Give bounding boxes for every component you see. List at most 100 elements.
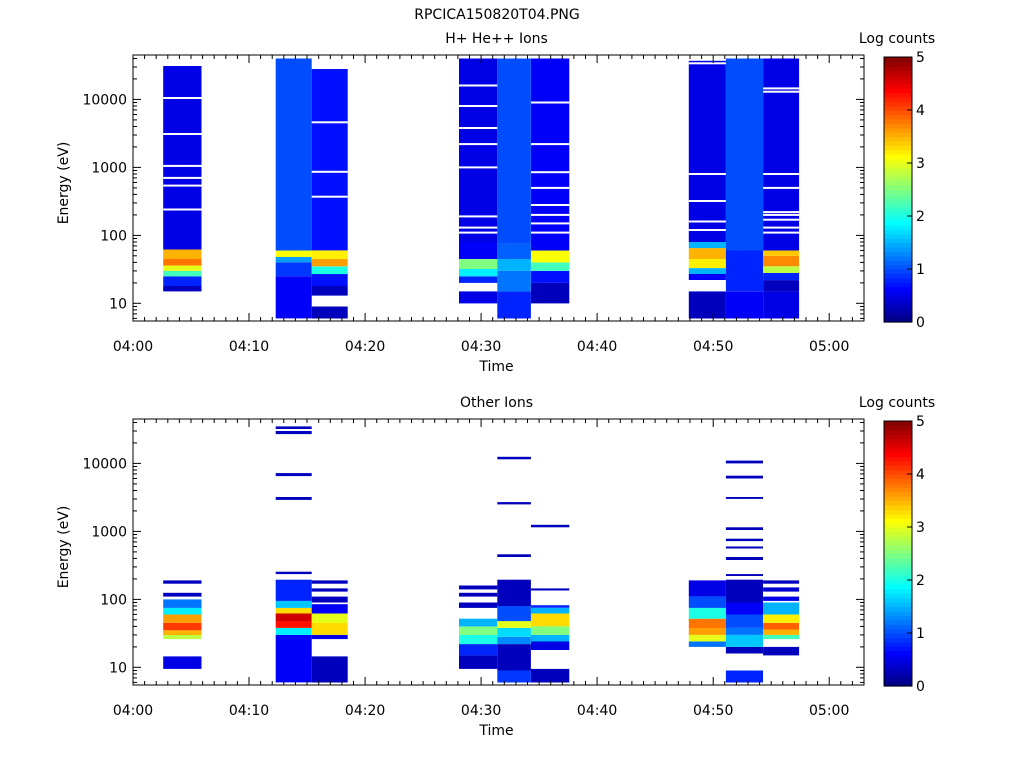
- colorbar-segment: [884, 496, 912, 502]
- spectrogram-cell: [688, 258, 726, 269]
- colorbar-segment: [884, 504, 912, 510]
- colorbar-segment: [884, 624, 912, 630]
- colorbar-segment: [884, 562, 912, 568]
- empty-channel: [688, 62, 726, 65]
- colorbar-segment: [884, 646, 912, 652]
- colorbar-segment: [884, 193, 912, 199]
- spectrogram-cell: [531, 634, 570, 642]
- spectrogram-cell: [275, 276, 312, 319]
- colorbar-segment: [884, 308, 912, 314]
- spectrogram-cell: [459, 242, 498, 259]
- spectrogram-cell: [531, 250, 570, 263]
- spectrogram-cell: [311, 580, 348, 584]
- spectrogram-cell: [531, 668, 570, 683]
- spectrogram-cell: [311, 588, 348, 592]
- x-tick-label: 04:20: [345, 703, 385, 719]
- spectrogram-cell: [459, 269, 498, 277]
- spectrogram-cell: [531, 270, 570, 283]
- spectrogram-cell: [763, 291, 800, 319]
- spectrogram-cell: [725, 546, 763, 549]
- colorbar-segment: [884, 549, 912, 555]
- colorbar-segment: [884, 527, 912, 533]
- spectrogram-cell: [163, 286, 202, 292]
- empty-channel: [763, 90, 800, 93]
- spectrogram-cell: [531, 641, 570, 650]
- spectrogram-cell: [459, 58, 498, 242]
- colorbar-segment: [884, 588, 912, 594]
- spectrogram-cell: [497, 456, 531, 460]
- spectrogram-cell: [459, 644, 498, 656]
- spectrogram-cell: [763, 634, 800, 640]
- colorbar-segment: [884, 132, 912, 138]
- x-tick-label: 04:50: [693, 339, 733, 355]
- spectrogram-cell: [688, 242, 726, 249]
- x-tick-label: 04:00: [113, 703, 153, 719]
- colorbar-segment: [884, 522, 912, 528]
- colorbar-segment: [884, 434, 912, 440]
- colorbar-segment: [884, 650, 912, 656]
- colorbar-tick-label: 0: [916, 679, 925, 695]
- spectrogram-cell: [459, 626, 498, 635]
- colorbar-segment: [884, 61, 912, 67]
- spectrogram-cell: [688, 596, 726, 608]
- colorbar-segment: [884, 171, 912, 177]
- colorbar: 0 1 2 3 4 5 Log counts: [859, 395, 935, 695]
- colorbar-segment: [884, 597, 912, 603]
- colorbar-segment: [884, 557, 912, 563]
- spectrogram-cell: [311, 596, 348, 603]
- empty-channel: [763, 231, 800, 234]
- colorbar-tick-label: 2: [916, 209, 925, 225]
- empty-channel: [531, 186, 570, 189]
- colorbar-segment: [884, 478, 912, 484]
- colorbar-segment: [884, 110, 912, 116]
- empty-channel: [531, 171, 570, 174]
- colorbar-segment: [884, 238, 912, 244]
- spectrogram-cell: [459, 276, 498, 283]
- spectrogram-cell: [725, 497, 763, 499]
- colorbar-segment: [884, 180, 912, 186]
- spectrogram-cell: [275, 627, 312, 635]
- colorbar-segment: [884, 114, 912, 120]
- empty-channel: [459, 84, 498, 87]
- colorbar-segment: [884, 677, 912, 683]
- colorbar-segment: [884, 606, 912, 612]
- spectrogram-cell: [763, 273, 800, 281]
- spectrogram-cell: [531, 58, 570, 251]
- colorbar-segment: [884, 149, 912, 155]
- colorbar-segment: [884, 79, 912, 85]
- spectrogram-cell: [497, 270, 531, 292]
- colorbar-segment: [884, 447, 912, 453]
- y-tick-label: 100: [100, 592, 127, 608]
- colorbar-segment: [884, 163, 912, 169]
- colorbar-tick-label: 2: [916, 573, 925, 589]
- spectrogram-cell: [763, 596, 800, 601]
- colorbar-segment: [884, 487, 912, 493]
- spectrogram-cell: [275, 431, 312, 435]
- colorbar-segment: [884, 216, 912, 222]
- colorbar-segment: [884, 233, 912, 239]
- spectrogram-cell: [275, 497, 312, 500]
- colorbar-segment: [884, 92, 912, 98]
- colorbar-segment: [884, 672, 912, 678]
- colorbar-segment: [884, 456, 912, 462]
- spectrogram-cell: [531, 626, 570, 635]
- colorbar-segment: [884, 304, 912, 310]
- spectrogram-cell: [763, 587, 800, 592]
- colorbar-segment: [884, 317, 912, 323]
- spectrogram-cell: [163, 270, 202, 277]
- spectrogram-cell: [725, 634, 763, 647]
- empty-channel: [531, 204, 570, 206]
- spectrogram-cell: [275, 426, 312, 429]
- spectrogram-cell: [163, 265, 202, 271]
- colorbar-tick-label: 3: [916, 520, 925, 536]
- colorbar-segment: [884, 593, 912, 599]
- spectrogram-cell: [725, 646, 763, 654]
- spectrogram-cell: [275, 600, 312, 608]
- spectrogram-cell: [497, 670, 531, 683]
- colorbar-segment: [884, 269, 912, 275]
- spectrogram-cell: [275, 257, 312, 263]
- colorbar-segment: [884, 668, 912, 674]
- empty-channel: [311, 121, 348, 124]
- colorbar-segment: [884, 584, 912, 590]
